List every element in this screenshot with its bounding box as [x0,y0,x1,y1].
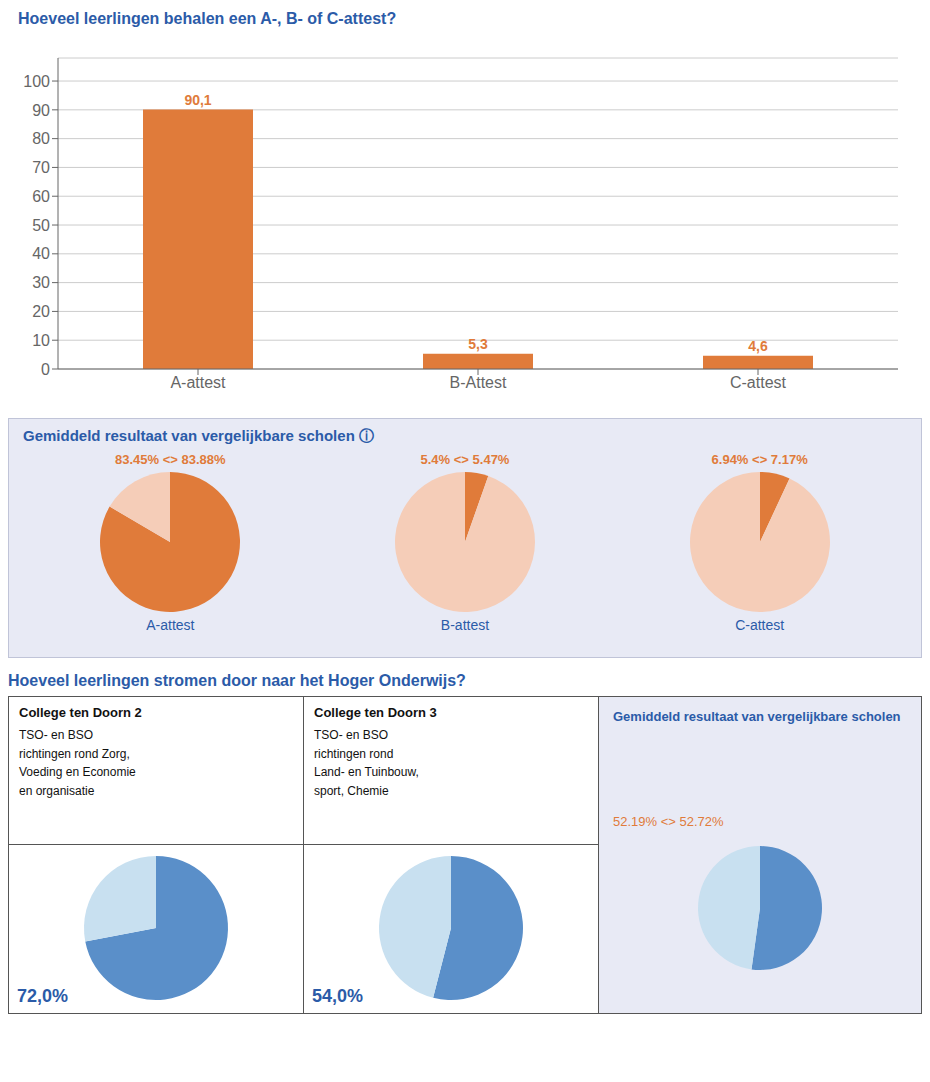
html-text:TSO- en BSO richtingen rond La: TSO- en BSO richtingen rond Land- en Tui… [314,728,419,798]
svg-text:90: 90 [32,102,50,119]
svg-text:4,6: 4,6 [748,338,768,354]
html-text:College ten Doorn 2: College ten Doorn 2 [19,705,142,720]
html-text:Hoeveel leerlingen stromen doo: Hoeveel leerlingen stromen door naar het… [8,672,466,689]
svg-text:B-Attest: B-Attest [450,374,507,391]
svg-text:10: 10 [32,332,50,349]
html-text:52.19% <> 52.72%: 52.19% <> 52.72% [613,814,724,829]
html-text:B-attest: B-attest [440,617,490,633]
svg-text:20: 20 [32,303,50,320]
html-text:C-attest: C-attest [735,617,785,633]
html-text:54,0%: 54,0% [312,986,363,1006]
html-text:72,0%: 72,0% [17,986,68,1006]
svg-text:0: 0 [41,361,50,378]
svg-text:60: 60 [32,188,50,205]
svg-text:70: 70 [32,159,50,176]
html-text:Gemiddeld resultaat van vergel: Gemiddeld resultaat van vergelijkbare sc… [23,427,374,444]
svg-text:40: 40 [32,245,50,262]
html-text:83.45% <> 83.88%: 83.45% <> 83.88% [115,452,226,467]
html-text:Hoeveel leerlingen behalen een: Hoeveel leerlingen behalen een A-, B- of… [18,10,397,27]
svg-text:50: 50 [32,217,50,234]
svg-text:30: 30 [32,274,50,291]
html-text:A-attest: A-attest [146,617,195,633]
svg-text:A-attest: A-attest [170,374,226,391]
html-text:Gemiddeld resultaat van vergel: Gemiddeld resultaat van vergelijkbare sc… [613,709,901,724]
svg-text:C-attest: C-attest [730,374,787,391]
html-text:5.4% <> 5.47%: 5.4% <> 5.47% [420,452,510,467]
html-text:6.94% <> 7.17%: 6.94% <> 7.17% [711,452,808,467]
html-text:College ten Doorn 3: College ten Doorn 3 [314,705,437,720]
svg-text:100: 100 [23,73,50,90]
svg-text:5,3: 5,3 [468,336,488,352]
svg-text:90,1: 90,1 [184,92,211,108]
html-text:TSO- en BSO richtingen rond Zo: TSO- en BSO richtingen rond Zorg, Voedin… [19,728,136,798]
svg-text:80: 80 [32,130,50,147]
